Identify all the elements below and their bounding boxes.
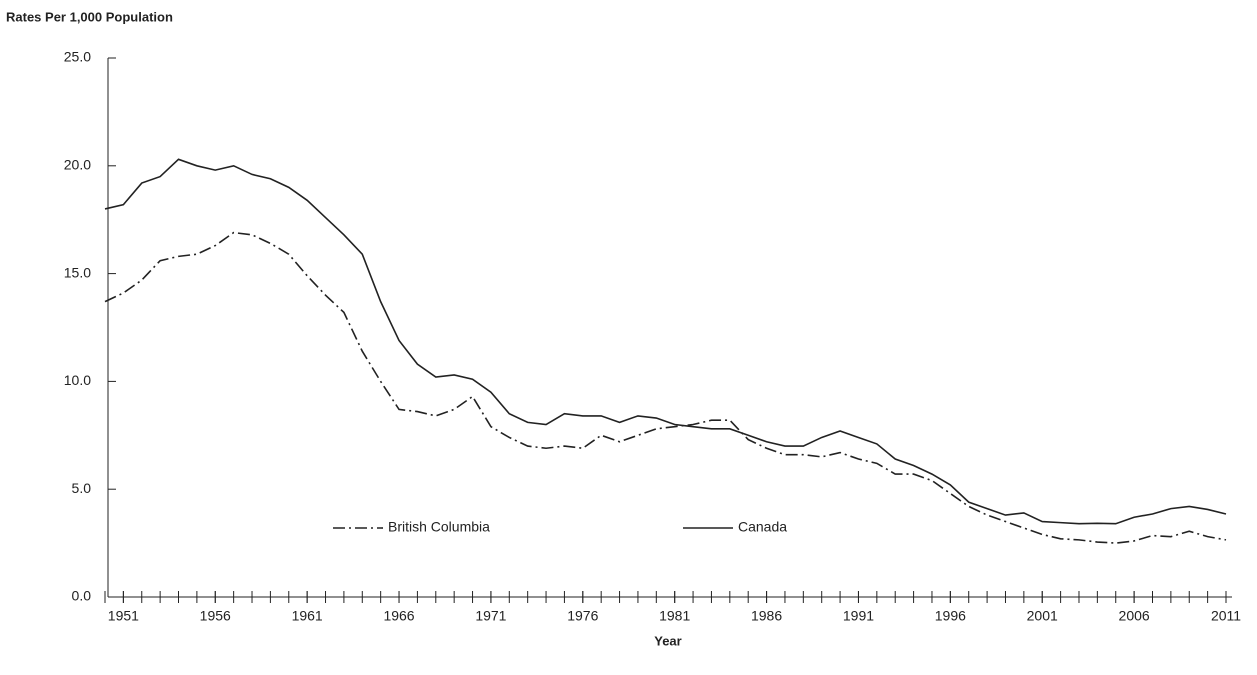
x-tick-label: 1971	[475, 608, 506, 624]
x-axis-label: Year	[654, 633, 681, 648]
x-tick-label: 1961	[292, 608, 323, 624]
y-tick-label: 25.0	[64, 49, 91, 65]
y-tick-label: 10.0	[64, 372, 91, 388]
y-tick-label: 0.0	[72, 588, 92, 604]
x-tick-label: 1951	[108, 608, 139, 624]
y-tick-label: 15.0	[64, 264, 91, 280]
x-tick-label: 2011	[1211, 608, 1241, 624]
x-tick-label: 1996	[935, 608, 966, 624]
x-tick-label: 1991	[843, 608, 874, 624]
x-tick-label: 1966	[383, 608, 414, 624]
series-line	[104, 158, 1227, 525]
y-tick-label: 5.0	[72, 480, 92, 496]
x-tick-label: 1976	[567, 608, 598, 624]
x-tick-label: 2006	[1119, 608, 1150, 624]
legend-label: British Columbia	[388, 519, 490, 535]
series-line	[104, 231, 1227, 544]
x-tick-label: 1986	[751, 608, 782, 624]
legend-label: Canada	[738, 519, 787, 535]
x-tick-label: 1956	[200, 608, 231, 624]
y-tick-label: 20.0	[64, 157, 91, 173]
x-tick-label: 1981	[659, 608, 690, 624]
y-axis-label: Rates Per 1,000 Population	[6, 9, 173, 24]
x-tick-label: 2001	[1027, 608, 1058, 624]
